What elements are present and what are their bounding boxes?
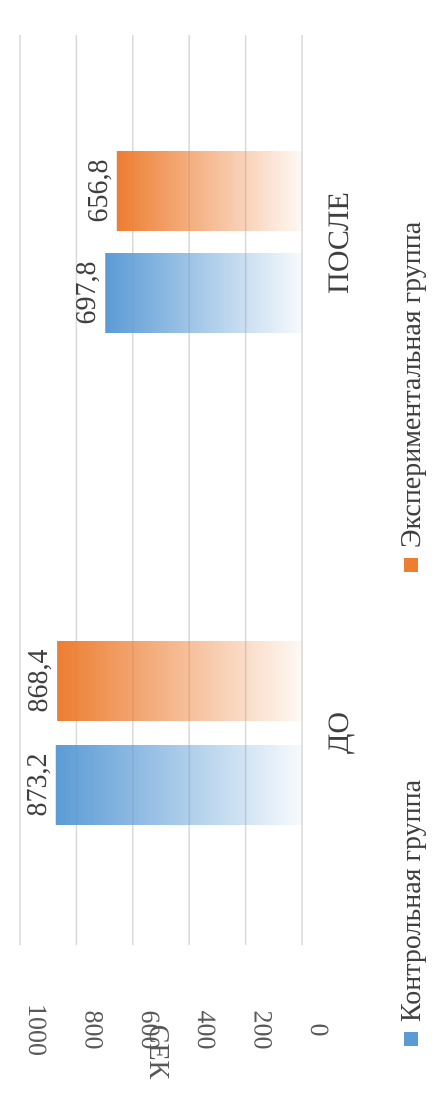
- y-tick-label-0: 0: [305, 1024, 334, 1037]
- category-group-posle: ПОСЛЕ: [322, 192, 355, 294]
- bar-control-do: [55, 745, 302, 825]
- data-label-group-experimental-do: 868,4: [23, 650, 54, 713]
- y-tick-label-400: 400: [192, 1011, 221, 1050]
- category-label-posle: ПОСЛЕ: [322, 192, 355, 294]
- data-label-control-do: 873,2: [22, 754, 53, 817]
- legend-item-control: Контрольная группа: [396, 779, 427, 1046]
- bar-experimental-posle: [116, 151, 302, 231]
- data-label-group-experimental-posle: 656,8: [83, 160, 114, 223]
- legend-swatch-experimental: [404, 558, 418, 572]
- category-group-do: ДО: [322, 712, 355, 754]
- legend-label-experimental: Экспериментальная группа: [396, 221, 427, 548]
- data-label-group-control-posle: 697,8: [71, 262, 102, 325]
- y-axis-ticks: 0 200 400 600 800 1000: [23, 1004, 334, 1056]
- bars: [55, 151, 302, 825]
- y-tick-group-0: 0: [305, 1024, 334, 1037]
- y-tick-label-200: 200: [249, 1011, 278, 1050]
- data-label-experimental-do: 868,4: [23, 650, 54, 713]
- y-tick-group-200: 200: [249, 1011, 278, 1050]
- y-tick-label-600: 600: [136, 1011, 165, 1050]
- data-label-control-posle: 697,8: [71, 262, 102, 325]
- data-label-experimental-posle: 656,8: [83, 160, 114, 223]
- y-tick-group-400: 400: [192, 1011, 221, 1050]
- legend: Контрольная группа Экспериментальная гру…: [396, 221, 427, 1046]
- data-labels: 873,2 697,8 868,4 656,8: [22, 160, 114, 817]
- category-label-do: ДО: [322, 712, 355, 754]
- y-tick-group-1000: 1000: [23, 1004, 52, 1056]
- bar-experimental-do: [57, 641, 302, 721]
- legend-item-experimental: Экспериментальная группа: [396, 221, 427, 572]
- category-labels: ДО ПОСЛЕ: [322, 192, 355, 754]
- y-tick-label-800: 800: [79, 1011, 108, 1050]
- y-tick-group-600: 600: [136, 1011, 165, 1050]
- legend-swatch-control: [404, 1032, 418, 1046]
- y-axis-title: СЕК: [143, 1025, 174, 1080]
- bar-control-posle: [105, 253, 302, 333]
- y-tick-label-1000: 1000: [23, 1004, 52, 1056]
- data-label-group-control-do: 873,2: [22, 754, 53, 817]
- legend-label-control: Контрольная группа: [396, 779, 427, 1022]
- y-tick-group-800: 800: [79, 1011, 108, 1050]
